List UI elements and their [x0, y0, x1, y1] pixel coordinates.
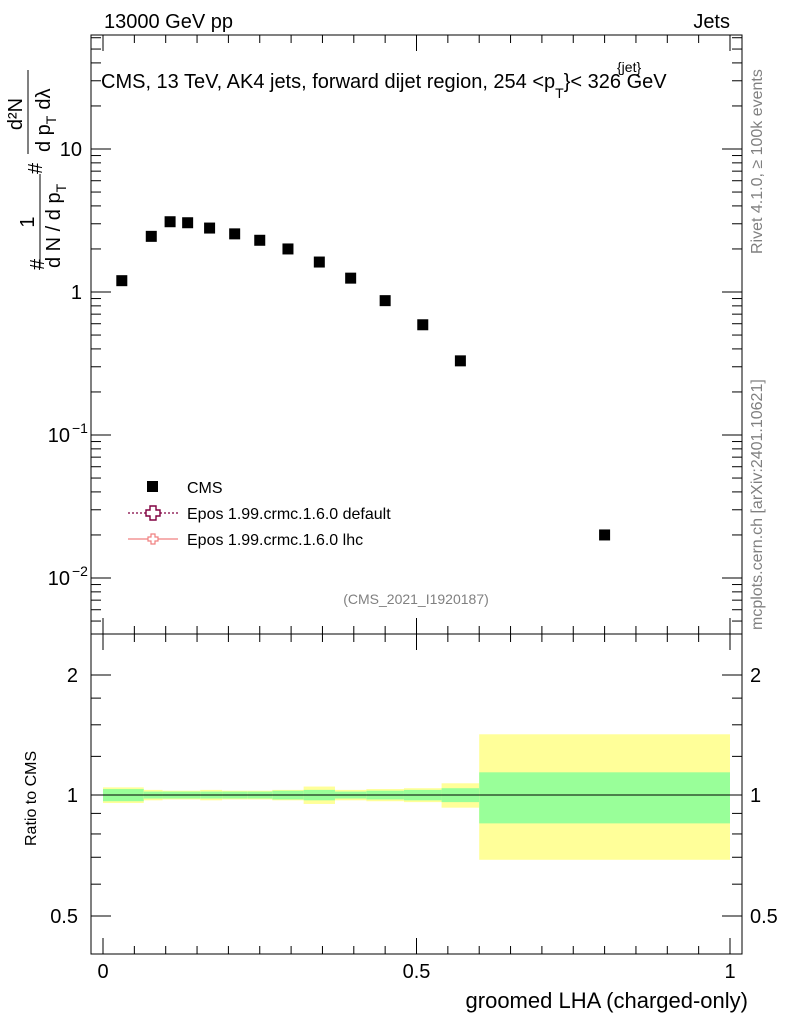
- cms-data-point: [454, 355, 466, 367]
- title-main: CMS, 13 TeV, AK4 jets, forward dijet reg…: [101, 71, 667, 101]
- analysis-id: (CMS_2021_I1920187): [343, 591, 489, 607]
- cms-data-point: [182, 217, 194, 229]
- y-tick-label: 10: [48, 425, 70, 447]
- title-sup: {jet}: [617, 59, 641, 75]
- legend-epos-default-marker: [145, 505, 161, 521]
- cms-data-points: [116, 216, 611, 541]
- ratio-uncertainty-bands: [103, 734, 730, 860]
- title-text: CMS, 13 TeV, AK4 jets, forward dijet reg…: [101, 71, 555, 93]
- cms-data-point: [254, 234, 266, 246]
- ylabel-dlambda: dλ: [33, 89, 55, 110]
- cms-data-point: [145, 230, 157, 242]
- ratio-y-tick-label-left: 0.5: [50, 906, 78, 928]
- svg-text:d pTdλ: d pTdλ: [33, 89, 59, 153]
- ylabel-dpt: d p: [33, 124, 55, 152]
- legend: CMS Epos 1.99.crmc.1.6.0 default Epos 1.…: [128, 480, 391, 549]
- cms-data-point: [313, 256, 325, 268]
- y-tick-label-exponent: −1: [72, 420, 88, 436]
- cms-data-point: [379, 295, 391, 307]
- x-axis-label: groomed LHA (charged-only): [466, 988, 748, 1013]
- ylabel-d2n: d²N: [5, 98, 27, 130]
- ratio-y-tick-label-left: 1: [67, 785, 78, 807]
- y-tick-label: 10: [60, 139, 82, 161]
- ylabel-one: 1: [17, 216, 39, 227]
- cms-data-point: [164, 216, 176, 228]
- ratio-y-tick-label-left: 2: [67, 665, 78, 687]
- ylabel-dn: d N / d p: [43, 192, 65, 268]
- title-sub: T: [555, 85, 564, 101]
- y-tick-label: 10: [48, 568, 70, 590]
- cms-data-point: [229, 228, 241, 240]
- energy-label: 13000 GeV pp: [104, 11, 233, 33]
- axis-ticks: [91, 35, 742, 954]
- cms-data-point: [204, 222, 216, 234]
- y-tick-label-exponent: −2: [72, 563, 88, 579]
- ratio-y-tick-label-right: 1: [750, 785, 761, 807]
- legend-epos-lhc-label: Epos 1.99.crmc.1.6.0 lhc: [187, 532, 363, 549]
- svg-text:#: #: [27, 258, 49, 270]
- ratio-y-axis-label: Ratio to CMS: [23, 751, 40, 846]
- main-y-axis-label: # 1 d N / d pT # d²N d pTdλ: [5, 70, 69, 270]
- ylabel-t2: T: [43, 115, 59, 124]
- svg-text:#: #: [25, 162, 47, 174]
- legend-epos-lhc-marker: [147, 533, 159, 545]
- cms-data-point: [345, 272, 357, 284]
- ylabel-hash1: #: [27, 258, 49, 270]
- x-tick-label: 1: [724, 961, 735, 983]
- plot-title: CMS, 13 TeV, AK4 jets, forward dijet reg…: [101, 59, 667, 101]
- mcplots-label: mcplots.cern.ch [arXiv:2401.10621]: [749, 379, 766, 630]
- category-label: Jets: [693, 11, 730, 33]
- ylabel-t1: T: [53, 183, 69, 192]
- cms-data-point: [417, 319, 429, 331]
- cms-data-point: [599, 529, 611, 541]
- x-tick-label: 0: [97, 961, 108, 983]
- legend-cms-label: CMS: [187, 480, 223, 497]
- rivet-version-label: Rivet 4.1.0, ≥ 100k events: [749, 69, 766, 254]
- cms-data-point: [116, 275, 128, 287]
- svg-text:d²N: d²N: [5, 98, 27, 130]
- title-tail: }< 326 GeV: [564, 71, 668, 93]
- y-tick-label: 1: [71, 282, 82, 304]
- svg-text:1: 1: [17, 216, 39, 227]
- ratio-y-tick-label-right: 0.5: [750, 906, 778, 928]
- svg-text:d N / d pT: d N / d pT: [43, 183, 69, 268]
- ratio-y-tick-label-right: 2: [750, 665, 761, 687]
- ratio-band-inner: [479, 772, 730, 824]
- cms-data-point: [282, 243, 294, 255]
- legend-cms-marker: [147, 481, 158, 492]
- x-tick-label: 0.5: [403, 961, 431, 983]
- legend-epos-default-label: Epos 1.99.crmc.1.6.0 default: [187, 506, 391, 523]
- ylabel-hash2: #: [25, 162, 47, 174]
